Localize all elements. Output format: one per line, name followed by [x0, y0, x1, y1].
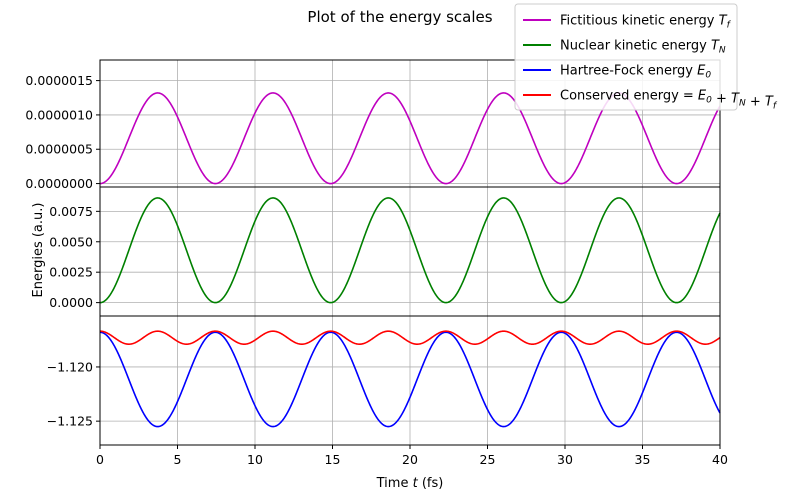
- x-tick-label: 35: [635, 452, 651, 467]
- y-tick-label: 0.0000010: [25, 107, 93, 122]
- x-tick-label: 20: [402, 452, 418, 467]
- legend-entry: Conserved energy = E0 + TN + Tf: [560, 89, 778, 112]
- y-tick-label: 0.0000000: [25, 176, 93, 191]
- legend-entry: Nuclear kinetic energy TN: [560, 39, 726, 56]
- chart-title: Plot of the energy scales: [307, 8, 492, 26]
- x-tick-label: 0: [96, 452, 104, 467]
- x-tick-label: 10: [247, 452, 263, 467]
- panel-2: 0.0000 0.0025 0.0050 0.0075: [49, 186, 721, 317]
- panel-3: −1.125 −1.120: [47, 315, 721, 446]
- y-tick-label: 0.0000: [49, 295, 93, 310]
- x-tick-label: 25: [480, 452, 496, 467]
- y-tick-label: −1.120: [47, 359, 93, 374]
- y-tick-label: 0.0000005: [25, 142, 93, 157]
- y-tick-label: 0.0000015: [25, 73, 93, 88]
- legend-entry: Fictitious kinetic energy Tf: [560, 14, 732, 31]
- legend-entry: Hartree-Fock energy E0: [560, 64, 711, 81]
- y-tick-label: −1.125: [47, 414, 93, 429]
- series-line-2-1: [99, 197, 721, 304]
- y-tick-label: 0.0075: [49, 204, 93, 219]
- x-tick-label: 40: [712, 452, 728, 467]
- series-line-3-1: [99, 331, 721, 428]
- x-tick-label: 5: [174, 452, 182, 467]
- y-axis-label: Energies (a.u.): [31, 203, 46, 298]
- series-line-3-2: [99, 330, 721, 345]
- panels: 0.00000000.00000050.00000100.00000150.00…: [25, 59, 728, 467]
- legend: Fictitious kinetic energy Tf Nuclear kine…: [514, 3, 778, 112]
- legend-box: [514, 3, 738, 111]
- y-tick-label: 0.0050: [49, 234, 93, 249]
- y-tick-label: 0.0025: [49, 265, 93, 280]
- x-tick-label: 15: [325, 452, 341, 467]
- x-tick-label: 30: [557, 452, 573, 467]
- x-axis-label: Time t (fs): [376, 476, 444, 491]
